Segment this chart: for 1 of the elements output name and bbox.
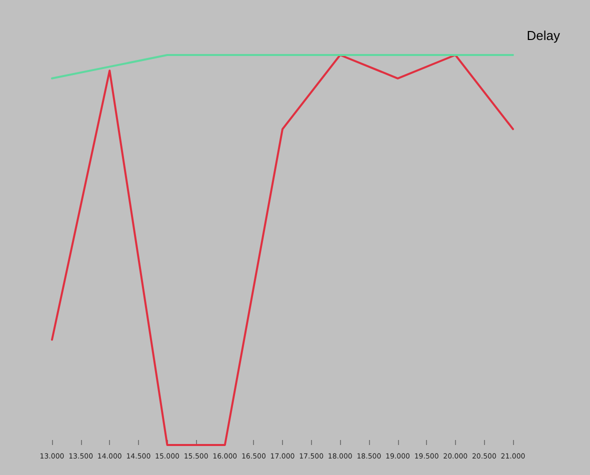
text: Delay: [526, 28, 560, 43]
